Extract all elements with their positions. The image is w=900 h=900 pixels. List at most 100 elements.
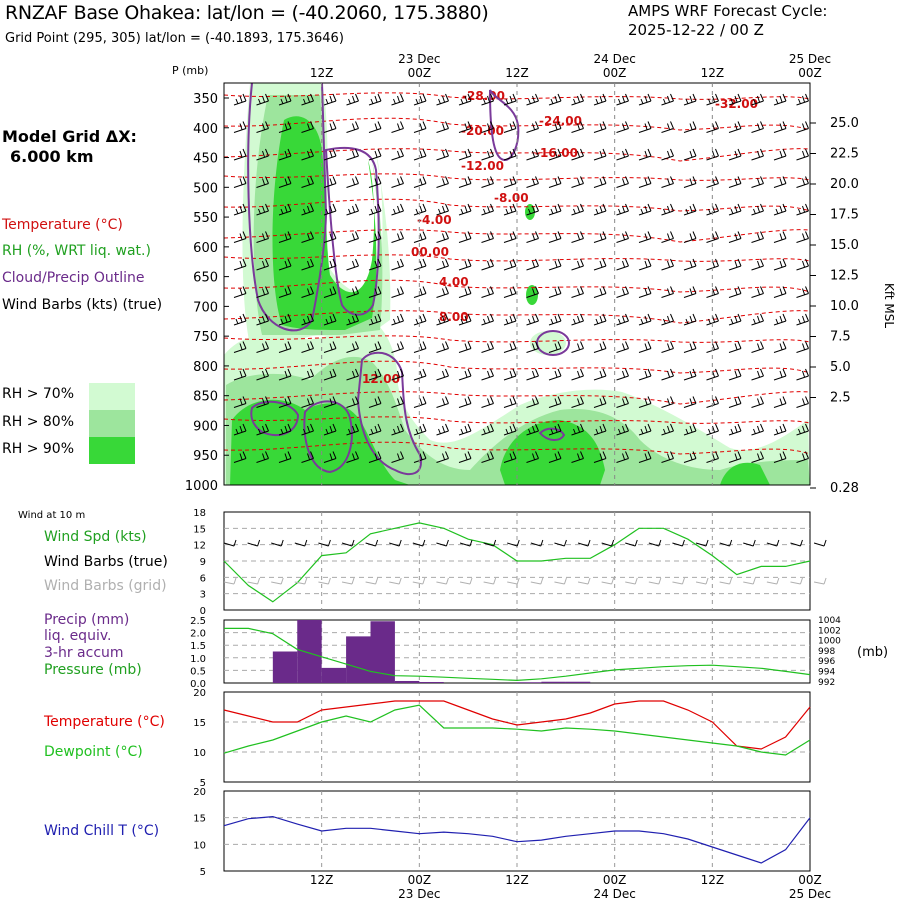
wind-barb bbox=[481, 396, 494, 408]
wind-barb bbox=[368, 93, 382, 106]
wind-barb bbox=[278, 121, 292, 133]
wind-barb bbox=[391, 368, 404, 381]
wind-barb bbox=[683, 313, 697, 326]
wind-barb bbox=[233, 286, 247, 298]
dewpoint-line bbox=[223, 704, 811, 756]
wind10-grid-barb bbox=[247, 577, 261, 585]
wind-barb bbox=[796, 231, 809, 243]
isotherm-label: -16.00 bbox=[535, 146, 578, 160]
legend-wind-barbs: Wind Barbs (kts) (true) bbox=[2, 297, 163, 313]
bottom-time-tick: 00Z bbox=[408, 873, 432, 887]
wind-barb bbox=[436, 341, 449, 353]
temperature-label: Temperature (°C) bbox=[44, 714, 165, 730]
isotherm-line bbox=[223, 92, 811, 100]
bottom-date-tick: 25 Dec bbox=[789, 887, 831, 900]
wind-barb bbox=[571, 231, 584, 243]
wind-barb bbox=[503, 286, 517, 298]
wind-barb bbox=[526, 396, 539, 408]
wind-barbs bbox=[233, 93, 809, 463]
wind-barb bbox=[661, 176, 674, 188]
wind-barb bbox=[773, 121, 787, 133]
wind-barb bbox=[683, 451, 697, 463]
wind-barb bbox=[728, 148, 742, 161]
top-time-tick: 00Z bbox=[798, 66, 822, 80]
wind-barb bbox=[413, 121, 427, 133]
wind-barb bbox=[413, 93, 427, 106]
wind-barb bbox=[526, 258, 539, 271]
wind-barb bbox=[796, 286, 809, 298]
cloud-outline-low-mid bbox=[303, 400, 353, 474]
wind-barb bbox=[458, 368, 472, 381]
wind-barb bbox=[773, 368, 787, 381]
windchill-ytick: 10 bbox=[193, 840, 206, 851]
wind-barb bbox=[481, 203, 494, 216]
wind-barb bbox=[481, 451, 494, 463]
precip-ytick: 1.5 bbox=[190, 641, 206, 652]
wind-barb bbox=[278, 451, 292, 463]
wind-barb bbox=[728, 396, 742, 408]
wind-barb bbox=[773, 423, 787, 436]
wind-barb bbox=[458, 203, 472, 216]
isotherm-label: -24.00 bbox=[539, 114, 582, 128]
wind-barb bbox=[593, 313, 607, 326]
pressure-tick-label: 700 bbox=[193, 300, 218, 315]
wind-barb bbox=[751, 286, 764, 298]
cross-section-panel: -28.00 -20.00 -12.00 -8.00 -4.00 00.00 4.00 8.0… bbox=[172, 52, 896, 496]
wind-barb bbox=[278, 286, 292, 298]
wind-barb bbox=[728, 451, 742, 463]
forecast-cycle-line2: 2025-12-22 / 00 Z bbox=[628, 21, 764, 39]
windchill-ytick: 20 bbox=[193, 787, 206, 798]
precip-bar bbox=[419, 681, 444, 683]
wind10-grid-barb bbox=[790, 577, 803, 585]
wind-barb bbox=[526, 231, 539, 243]
wind10-grid-barb bbox=[483, 577, 497, 585]
wind-barb bbox=[548, 341, 562, 353]
wind-barb bbox=[526, 286, 539, 298]
wind-barb bbox=[751, 313, 764, 326]
wind-barb bbox=[301, 451, 314, 463]
wind-barb bbox=[391, 203, 404, 216]
dewpoint-label: Dewpoint (°C) bbox=[44, 744, 143, 760]
wind10-true-barb bbox=[813, 539, 827, 547]
tempdew-frame bbox=[223, 691, 811, 783]
wind-barb bbox=[458, 93, 472, 106]
wind-barb bbox=[548, 203, 562, 216]
rh-legend-80: RH > 80% bbox=[2, 414, 75, 430]
top-date-tick: 25 Dec bbox=[789, 52, 831, 66]
wind10-true-barb bbox=[648, 539, 662, 547]
wind-barb bbox=[503, 451, 517, 463]
wind-barb bbox=[391, 176, 404, 188]
wind-barb bbox=[571, 93, 584, 106]
wind-barb bbox=[728, 176, 742, 188]
isotherm-label: -32.00 bbox=[715, 97, 758, 111]
wind-barb bbox=[256, 121, 269, 133]
wind-barb bbox=[256, 451, 269, 463]
wind-barb bbox=[503, 93, 517, 106]
wind-barb bbox=[593, 203, 607, 216]
wind-barb bbox=[413, 451, 427, 463]
height-tick-label: 25.0 bbox=[830, 116, 859, 131]
wind10-true-barb bbox=[294, 539, 308, 547]
temperature-line bbox=[223, 700, 811, 750]
wind10-true-barb bbox=[247, 539, 261, 547]
wind-barb bbox=[796, 396, 809, 408]
wind-barb bbox=[346, 451, 359, 463]
wind-barb bbox=[548, 231, 562, 243]
height-tick-label: 10.0 bbox=[830, 299, 859, 314]
isotherm-line bbox=[223, 391, 811, 405]
wind-barb bbox=[548, 258, 562, 271]
wind-barb bbox=[661, 341, 674, 353]
top-time-tick: 00Z bbox=[603, 66, 627, 80]
isotherm-line bbox=[223, 441, 811, 455]
wind-barb bbox=[728, 368, 742, 381]
precip-bar bbox=[541, 681, 566, 683]
wind-barb bbox=[256, 368, 269, 381]
wind-barb bbox=[503, 368, 517, 381]
wind10m-ytick: 9 bbox=[200, 557, 206, 568]
bottom-time-tick: 00Z bbox=[603, 873, 627, 887]
wind-barb bbox=[661, 286, 674, 298]
wind-barb bbox=[346, 423, 359, 436]
rh90-blob-low-left bbox=[230, 399, 410, 485]
isotherm-line bbox=[223, 117, 811, 131]
wind-barb bbox=[346, 121, 359, 133]
